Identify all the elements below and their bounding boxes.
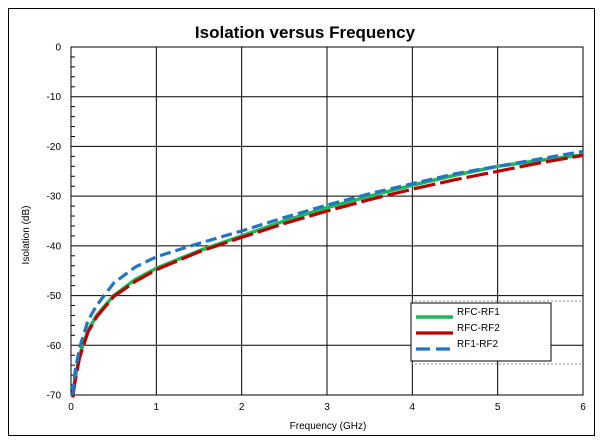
x-tick-label: 6 xyxy=(580,402,586,413)
chart-frame: Isolation versus Frequency Frequency (GH… xyxy=(8,8,595,436)
series-layer xyxy=(70,149,584,398)
chart-title: Isolation versus Frequency xyxy=(195,23,416,42)
y-tick-label: -60 xyxy=(47,341,62,352)
legend-label-rfc-rf2: RFC-RF2 xyxy=(457,323,500,334)
x-axis-label: Frequency (GHz) xyxy=(290,421,367,432)
x-tick-label: 0 xyxy=(68,402,74,413)
y-tick-label: -70 xyxy=(47,391,62,402)
minor-ticks-layer xyxy=(71,56,75,386)
y-tick-label: 0 xyxy=(55,43,61,54)
legend-label-rf1-rf2: RF1-RF2 xyxy=(457,339,499,350)
x-tick-label: 3 xyxy=(324,402,330,413)
x-tick-label: 4 xyxy=(410,402,416,413)
x-tick-label: 5 xyxy=(495,402,501,413)
legend: RFC-RF1 RFC-RF2 RF1-RF2 xyxy=(410,300,583,365)
x-tick-label: 1 xyxy=(154,402,160,413)
series-line-rfc-rf2 xyxy=(71,153,584,398)
y-tick-label: -50 xyxy=(47,291,62,302)
tick-labels-layer: 0 1 2 3 4 5 6 0 -10 -20 -30 -40 -50 -60 -70 xyxy=(47,43,587,414)
x-tick-label: 2 xyxy=(239,402,245,413)
y-tick-label: -10 xyxy=(47,92,62,103)
y-tick-label: -40 xyxy=(47,241,62,252)
series-line-rf1-rf2 xyxy=(71,149,584,396)
legend-label-rfc-rf1: RFC-RF1 xyxy=(457,307,500,318)
y-tick-label: -30 xyxy=(47,192,62,203)
isolation-chart: Isolation versus Frequency Frequency (GH… xyxy=(21,23,587,432)
y-tick-label: -20 xyxy=(47,142,62,153)
y-axis-label: Isolation (dB) xyxy=(21,206,32,265)
